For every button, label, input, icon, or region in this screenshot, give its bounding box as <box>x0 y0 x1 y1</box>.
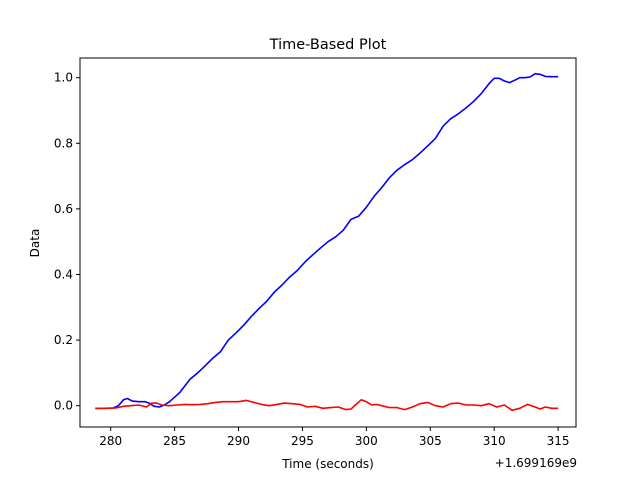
series-line-1 <box>95 72 559 410</box>
plot-frame <box>79 57 577 428</box>
x-axis-offset-label: +1.699169e9 <box>495 456 577 470</box>
series-line-2 <box>95 398 559 412</box>
x-tick-label: 305 <box>419 434 442 448</box>
y-tick-label: 1.0 <box>54 71 73 85</box>
y-tick-label: 0.8 <box>54 136 73 150</box>
series-layer <box>95 72 559 412</box>
x-tick-label: 280 <box>99 434 122 448</box>
y-axis-label: Data <box>28 229 42 258</box>
y-tick-label: 0.4 <box>54 267 73 281</box>
x-tick-label: 295 <box>291 434 314 448</box>
chart-title: Time-Based Plot <box>269 37 387 53</box>
x-axis: 280 285 290 295 300 305 310 315 <box>99 427 570 448</box>
x-tick-label: 300 <box>355 434 378 448</box>
y-axis: 0.0 0.2 0.4 0.6 0.8 1.0 <box>54 71 80 413</box>
y-tick-label: 0.0 <box>54 399 73 413</box>
x-tick-label: 315 <box>547 434 570 448</box>
x-tick-label: 285 <box>163 434 186 448</box>
x-axis-label: Time (seconds) <box>281 457 374 471</box>
x-tick-label: 310 <box>483 434 506 448</box>
y-tick-label: 0.2 <box>54 333 73 347</box>
x-tick-label: 290 <box>227 434 250 448</box>
y-tick-label: 0.6 <box>54 202 73 216</box>
